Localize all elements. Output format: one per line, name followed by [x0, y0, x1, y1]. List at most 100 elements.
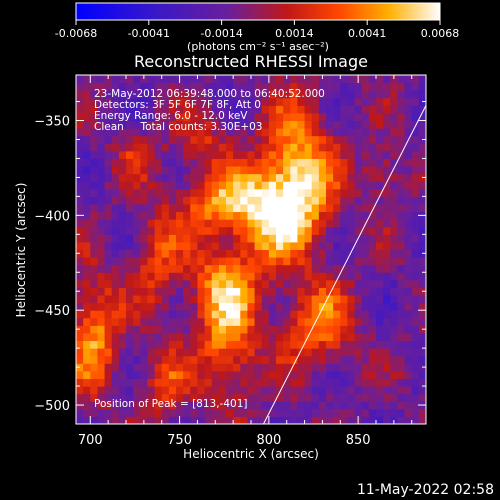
heatmap-cell [118, 287, 127, 296]
heatmap-cell [161, 143, 170, 152]
heatmap-cell [140, 378, 148, 387]
heatmap-cell [361, 120, 370, 129]
heatmap-cell [168, 181, 177, 190]
heatmap-cell [190, 203, 198, 213]
heatmap-cell [347, 219, 356, 228]
heatmap-cell [254, 264, 263, 273]
heatmap-cell [268, 340, 277, 349]
heatmap-cell [126, 279, 134, 288]
heatmap-cell [276, 135, 284, 144]
heatmap-cell [126, 249, 134, 258]
heatmap-cell [290, 97, 298, 106]
heatmap-cell [154, 173, 163, 182]
heatmap-cell [168, 166, 177, 175]
heatmap-cell [126, 143, 134, 152]
heatmap-cell [290, 370, 298, 379]
heatmap-cell [176, 264, 184, 273]
heatmap-cell [390, 188, 398, 197]
heatmap-cell [147, 203, 156, 213]
heatmap-cell [333, 82, 341, 91]
heatmap-cell [347, 378, 356, 387]
heatmap-cell [218, 188, 227, 197]
heatmap-cell [340, 272, 348, 281]
heatmap-cell [268, 196, 277, 205]
heatmap-cell [418, 264, 426, 273]
heatmap-cell [240, 378, 248, 387]
heatmap-cell [140, 90, 148, 99]
heatmap-cell [268, 408, 277, 417]
peak-position-label: Position of Peak = [813,-401] [94, 398, 248, 410]
heatmap-cell [311, 211, 320, 220]
heatmap-cell [161, 75, 170, 84]
heatmap-cell [333, 97, 341, 106]
heatmap-cell [233, 75, 241, 84]
heatmap-cell [397, 325, 406, 334]
heatmap-cell [411, 203, 420, 213]
heatmap-cell [297, 226, 306, 235]
heatmap-cell [283, 105, 291, 114]
colorbar-gradient [75, 2, 441, 21]
heatmap-cell [233, 112, 241, 122]
heatmap-cell [154, 393, 163, 402]
heatmap-cell [297, 340, 306, 349]
heatmap-cell [83, 317, 91, 326]
heatmap-cell [204, 302, 213, 311]
heatmap-cell [326, 378, 334, 387]
heatmap-cell [311, 82, 320, 91]
heatmap-cell [168, 105, 177, 114]
heatmap-cell [276, 295, 284, 304]
heatmap-cell [333, 181, 341, 190]
heatmap-cell [133, 166, 141, 175]
heatmap-cell [361, 416, 370, 424]
heatmap-cell [226, 272, 234, 281]
heatmap-cell [140, 317, 148, 326]
heatmap-cell [354, 158, 363, 167]
heatmap-cell [361, 211, 370, 220]
heatmap-cell [111, 363, 120, 372]
heatmap-cell [76, 257, 84, 266]
heatmap-cell [376, 211, 384, 220]
heatmap-cell [304, 112, 313, 122]
heatmap-cell [383, 219, 391, 228]
heatmap-cell [311, 135, 320, 144]
heatmap-cell [418, 295, 426, 304]
heatmap-cell [168, 332, 177, 342]
heatmap-cell [361, 173, 370, 182]
heatmap-cell [168, 82, 177, 91]
heatmap-cell [418, 355, 426, 364]
heatmap-cell [397, 128, 406, 137]
heatmap-cell [311, 241, 320, 250]
heatmap-cell [354, 287, 363, 296]
heatmap-cell [233, 97, 241, 106]
heatmap-cell [111, 257, 120, 266]
heatmap-cell [261, 97, 270, 106]
heatmap-cell [304, 249, 313, 258]
heatmap-cell [197, 310, 206, 319]
heatmap-cell [297, 272, 306, 281]
heatmap-cell [226, 363, 234, 372]
heatmap-cell [326, 241, 334, 250]
heatmap-cell [354, 181, 363, 190]
heatmap-cell [226, 158, 234, 167]
heatmap-cell [204, 181, 213, 190]
heatmap-cell [261, 295, 270, 304]
heatmap-cell [240, 287, 248, 296]
heatmap-cell [247, 317, 256, 326]
heatmap-cell [211, 97, 220, 106]
heatmap-cell [183, 272, 191, 281]
heatmap-cell [140, 386, 148, 395]
heatmap-cell [140, 173, 148, 182]
heatmap-cell [168, 393, 177, 402]
heatmap-cell [283, 173, 291, 182]
heatmap-cell [247, 287, 256, 296]
heatmap-cell [83, 90, 91, 99]
heatmap-cell [104, 219, 113, 228]
heatmap-cell [383, 370, 391, 379]
heatmap-cell [347, 287, 356, 296]
heatmap-cell [133, 325, 141, 334]
heatmap-cell [240, 363, 248, 372]
heatmap-cell [418, 150, 426, 159]
heatmap-cell [283, 325, 291, 334]
heatmap-cell [240, 272, 248, 281]
heatmap-cell [311, 332, 320, 342]
